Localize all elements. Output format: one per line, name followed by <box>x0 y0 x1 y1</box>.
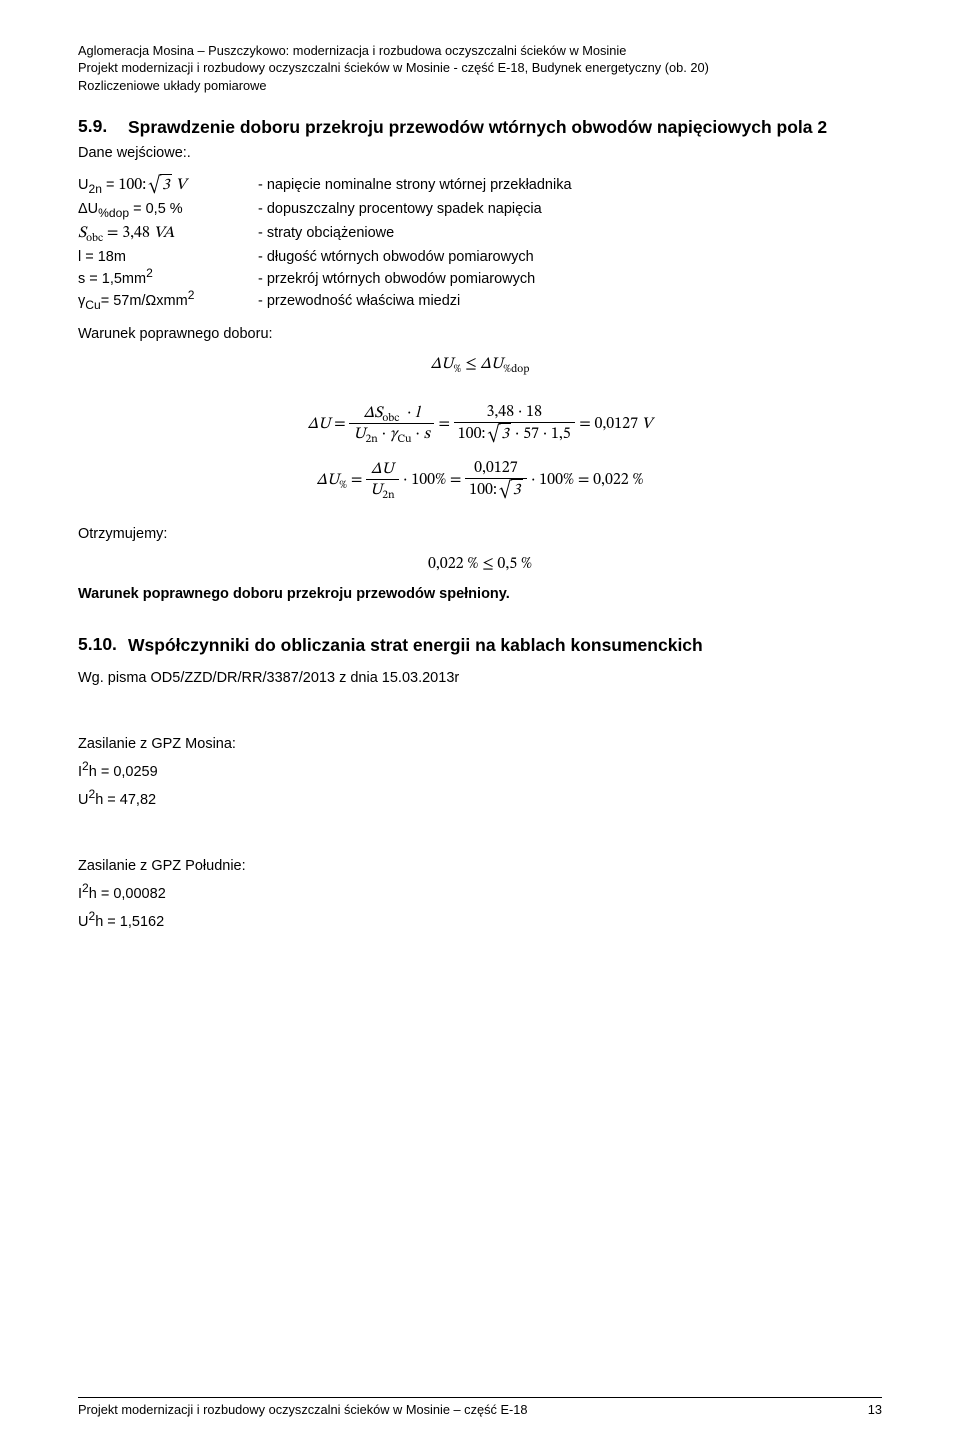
denominator: U2n · γCu · s <box>349 424 434 444</box>
denominator: 100:3 · 57 · 1,5 <box>454 423 575 444</box>
section-5-9-heading: 5.9. Sprawdzenie doboru przekroju przewo… <box>78 116 882 140</box>
fraction: 0,0127 100:3 <box>465 458 526 500</box>
def-desc: - dopuszczalny procentowy spadek napięci… <box>258 198 572 220</box>
def-row: l = 18m - długość wtórnych obwodów pomia… <box>78 246 572 268</box>
footer-text: Projekt modernizacji i rozbudowy oczyszc… <box>78 1402 527 1417</box>
def-symbol: U2n = 100:3 V <box>78 171 258 198</box>
def-symbol: γCu= 57m/Ωxmm2 <box>78 290 258 312</box>
conclusion: Warunek poprawnego doboru przekroju prze… <box>78 586 882 602</box>
equation-delta-u-percent: ΔU% = ΔU U2n · 100% = 0,0127 100:3 · 100… <box>78 458 882 500</box>
reference-letter: Wg. pisma OD5/ZZD/DR/RR/3387/2013 z dnia… <box>78 670 882 686</box>
eq-rhs: · 100% = 0,022 % <box>531 471 644 488</box>
supply-block-head: Zasilanie z GPZ Mosina: <box>78 736 882 752</box>
fraction: 3,48 · 18 100:3 · 57 · 1,5 <box>454 402 575 444</box>
numerator: 0,0127 <box>465 458 526 479</box>
fraction: ΔSobc · l U2n · γCu · s <box>349 403 434 444</box>
def-row: γCu= 57m/Ωxmm2 - przewodność właściwa mi… <box>78 290 572 312</box>
page-number: 13 <box>868 1402 882 1417</box>
equation-block: ΔU = ΔSobc · l U2n · γCu · s = 3,48 · 18… <box>78 402 882 500</box>
section-title: Współczynniki do obliczania strat energi… <box>128 634 703 658</box>
inequality: ΔU% ≤ ΔU%dop <box>78 354 882 374</box>
page-header: Aglomeracja Mosina – Puszczykowo: modern… <box>78 42 882 94</box>
def-row: Sobc = 3,48 VA - straty obciążeniowe <box>78 220 572 246</box>
eq-mid: · 100% = <box>403 471 465 488</box>
header-line-1: Aglomeracja Mosina – Puszczykowo: modern… <box>78 42 882 59</box>
supply-block-head: Zasilanie z GPZ Południe: <box>78 858 882 874</box>
header-line-3: Rozliczeniowe układy pomiarowe <box>78 77 882 94</box>
def-desc: - napięcie nominalne strony wtórnej prze… <box>258 171 572 198</box>
def-desc: - długość wtórnych obwodów pomiarowych <box>258 246 572 268</box>
def-row: s = 1,5mm2 - przekrój wtórnych obwodów p… <box>78 268 572 290</box>
denominator: 100:3 <box>465 479 526 500</box>
numerator: ΔU <box>366 459 398 480</box>
eq-rhs: = 0,0127 V <box>579 415 652 432</box>
denominator: U2n <box>366 480 398 500</box>
header-line-2: Projekt modernizacji i rozbudowy oczyszc… <box>78 59 882 76</box>
def-row: ΔU%dop = 0,5 % - dopuszczalny procentowy… <box>78 198 572 220</box>
def-symbol: ΔU%dop = 0,5 % <box>78 198 258 220</box>
def-symbol: l = 18m <box>78 246 258 268</box>
supply-value: I2h = 0,00082 <box>78 886 882 902</box>
input-data-label: Dane wejściowe:. <box>78 145 882 161</box>
fraction: ΔU U2n <box>366 459 398 500</box>
def-row: U2n = 100:3 V - napięcie nominalne stron… <box>78 171 572 198</box>
supply-value: I2h = 0,0259 <box>78 764 882 780</box>
result-inequality: 0,022 % ≤ 0,5 % <box>78 554 882 574</box>
result-label: Otrzymujemy: <box>78 526 882 542</box>
def-desc: - przewodność właściwa miedzi <box>258 290 572 312</box>
eq-lhs: ΔU = <box>308 415 350 432</box>
def-symbol: s = 1,5mm2 <box>78 268 258 290</box>
definitions-table: U2n = 100:3 V - napięcie nominalne stron… <box>78 171 572 312</box>
eq-lhs: ΔU% = <box>316 471 366 488</box>
section-number: 5.9. <box>78 116 128 137</box>
supply-value: U2h = 47,82 <box>78 792 882 808</box>
numerator: ΔSobc · l <box>349 403 434 424</box>
numerator: 3,48 · 18 <box>454 402 575 423</box>
def-symbol: Sobc = 3,48 VA <box>78 220 258 246</box>
section-number: 5.10. <box>78 634 128 655</box>
def-desc: - straty obciążeniowe <box>258 220 572 246</box>
equation-delta-u: ΔU = ΔSobc · l U2n · γCu · s = 3,48 · 18… <box>78 402 882 444</box>
footer-rule <box>78 1397 882 1398</box>
section-5-10-heading: 5.10. Współczynniki do obliczania strat … <box>78 634 882 658</box>
page-footer: Projekt modernizacji i rozbudowy oczyszc… <box>78 1397 882 1417</box>
def-desc: - przekrój wtórnych obwodów pomiarowych <box>258 268 572 290</box>
condition-label: Warunek poprawnego doboru: <box>78 326 882 342</box>
supply-value: U2h = 1,5162 <box>78 914 882 930</box>
eq-mid: = <box>438 415 453 432</box>
section-title: Sprawdzenie doboru przekroju przewodów w… <box>128 116 827 140</box>
